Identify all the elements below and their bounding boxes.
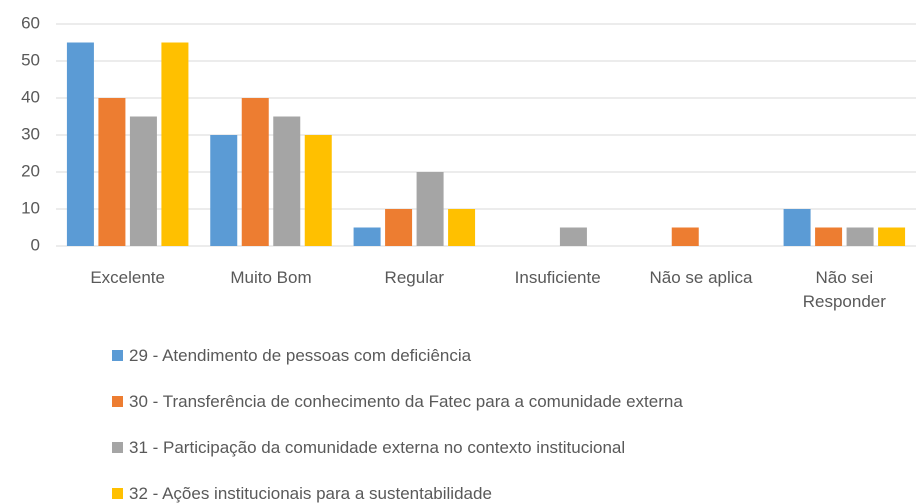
y-tick-label: 30 (21, 124, 40, 143)
bar (671, 227, 699, 246)
bar (559, 227, 587, 246)
y-tick-label: 10 (21, 198, 40, 217)
y-tick-label: 20 (21, 161, 40, 180)
bar (846, 227, 874, 246)
legend-item: 31 - Participação da comunidade externa … (112, 438, 625, 458)
bar (129, 116, 157, 246)
x-tick-label: Insuficiente (514, 268, 601, 287)
legend-item: 32 - Ações institucionais para a sustent… (112, 484, 492, 504)
legend-swatch (112, 396, 123, 407)
x-tick-label: Não se aplica (649, 268, 753, 287)
x-tick-label: Excelente (90, 268, 165, 287)
legend-swatch (112, 350, 123, 361)
y-tick-label: 50 (21, 50, 40, 69)
y-tick-label: 60 (21, 13, 40, 32)
legend-label: 30 - Transferência de conhecimento da Fa… (129, 392, 683, 411)
x-tick-label: Não sei Responder (802, 268, 886, 311)
legend-label: 32 - Ações institucionais para a sustent… (129, 484, 492, 503)
bar (98, 98, 126, 246)
bar (66, 42, 94, 246)
bar (416, 172, 444, 246)
bar (385, 209, 413, 246)
legend-swatch (112, 442, 123, 453)
bar (273, 116, 301, 246)
legend-label: 31 - Participação da comunidade externa … (129, 438, 626, 457)
y-tick-label: 0 (31, 235, 40, 254)
bar (161, 42, 189, 246)
bar (353, 227, 381, 246)
x-tick-label: Muito Bom (230, 268, 312, 287)
legend-label: 29 - Atendimento de pessoas com deficiên… (129, 346, 472, 365)
bar (783, 209, 811, 246)
x-tick-label: Regular (384, 268, 445, 287)
bar (448, 209, 476, 246)
bar (210, 135, 238, 246)
bar (241, 98, 269, 246)
legend-item: 29 - Atendimento de pessoas com deficiên… (112, 346, 471, 366)
legend-swatch (112, 488, 123, 499)
bar (878, 227, 906, 246)
y-tick-label: 40 (21, 87, 40, 106)
bar (815, 227, 843, 246)
bar (304, 135, 332, 246)
legend-item: 30 - Transferência de conhecimento da Fa… (112, 392, 683, 412)
